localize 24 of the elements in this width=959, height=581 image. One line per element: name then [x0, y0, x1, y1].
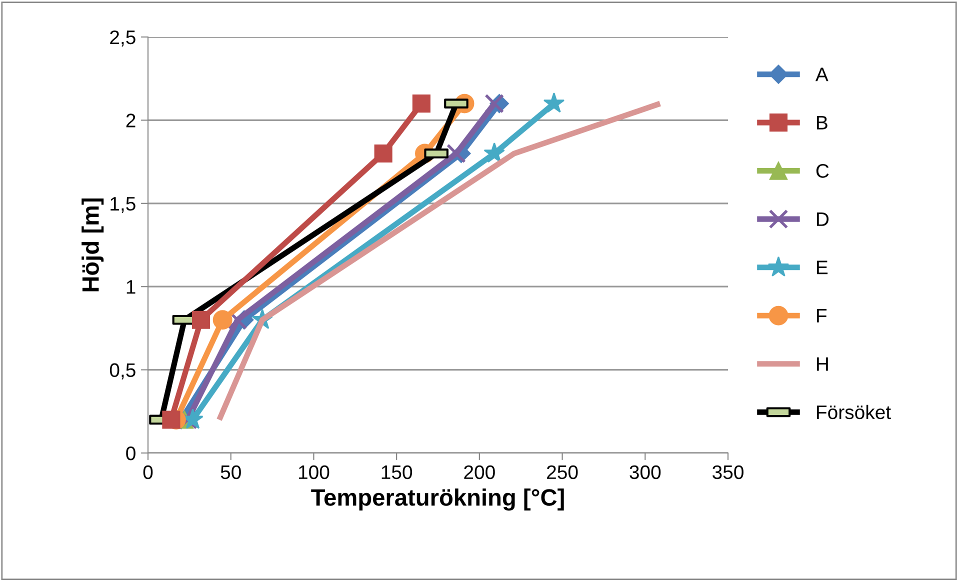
- y-tick-label: 1: [126, 280, 136, 294]
- x-tick-label: 0: [143, 465, 153, 480]
- x-tick-label: 350: [712, 465, 744, 480]
- y-tick-label: 2: [126, 114, 136, 128]
- legend-label: A: [815, 68, 828, 82]
- legend-label: C: [816, 164, 829, 178]
- y-tick-label: 2,5: [110, 30, 136, 47]
- x-tick-label: 50: [220, 465, 241, 480]
- y-tick-label: 0,5: [110, 363, 136, 380]
- x-tick-label: 250: [547, 465, 578, 480]
- legend-label: F: [817, 309, 827, 322]
- x-tick-label: 100: [298, 465, 330, 480]
- x-axis-title: Temperaturökning [°C]: [311, 488, 564, 511]
- y-tick-label: 0: [126, 446, 136, 460]
- y-axis-title: Höjd [m]: [82, 198, 104, 292]
- legend-label: Försöket: [817, 404, 891, 420]
- legend-label: H: [817, 357, 828, 371]
- legend-label: E: [817, 260, 828, 274]
- y-tick-label: 1,5: [110, 197, 136, 213]
- x-tick-label: 200: [464, 465, 495, 480]
- x-tick-label: 300: [630, 465, 661, 480]
- x-tick-label: 150: [382, 465, 412, 480]
- legend-label: D: [817, 212, 829, 226]
- legend-label: B: [817, 116, 828, 130]
